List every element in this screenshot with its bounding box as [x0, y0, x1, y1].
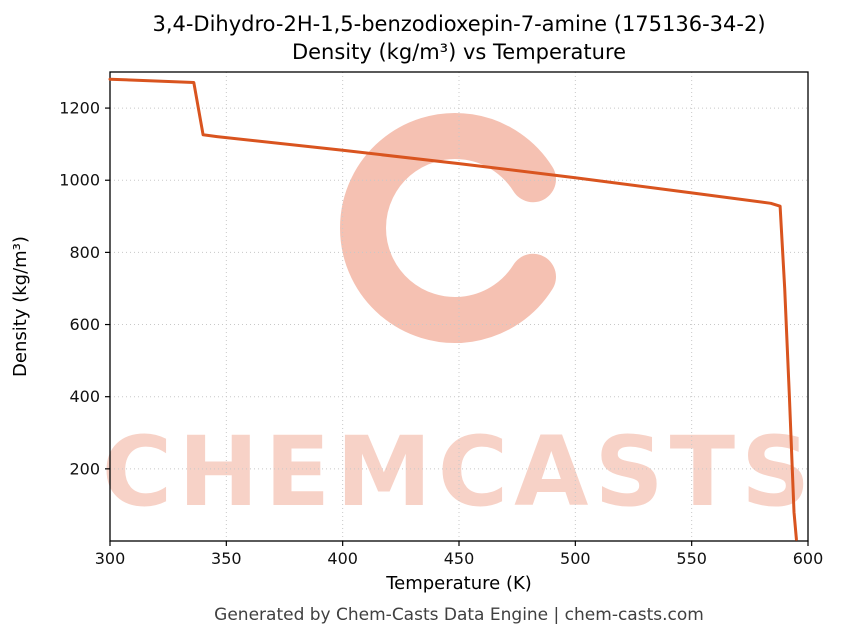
y-tick-label: 1200 — [59, 99, 100, 118]
footer-caption: Generated by Chem-Casts Data Engine | ch… — [214, 605, 704, 625]
y-axis-label: Density (kg/m³) — [10, 236, 31, 377]
chart-title: 3,4-Dihydro-2H-1,5-benzodioxepin-7-amine… — [152, 12, 766, 36]
y-tick-label: 1000 — [59, 171, 100, 190]
y-tick-label: 800 — [69, 243, 100, 262]
chart-subtitle: Density (kg/m³) vs Temperature — [291, 40, 627, 64]
grid-lines — [109, 72, 809, 541]
chart-title-block: 3,4-Dihydro-2H-1,5-benzodioxepin-7-amine… — [75, 10, 843, 66]
x-tick-label: 350 — [211, 549, 242, 568]
tick-marks — [105, 107, 809, 546]
y-tick-label: 400 — [69, 387, 100, 406]
x-tick-label: 600 — [793, 549, 824, 568]
watermark-logo-icon — [340, 113, 556, 343]
x-axis-label: Temperature (K) — [385, 573, 532, 594]
y-tick-label: 600 — [69, 315, 100, 334]
x-tick-label: 500 — [560, 549, 591, 568]
tick-labels: 300 350 400 450 500 550 600 200 400 600 800 1000 120… — [59, 99, 823, 568]
x-tick-label: 550 — [676, 549, 707, 568]
y-tick-label: 200 — [69, 459, 100, 478]
x-tick-label: 300 — [95, 549, 126, 568]
x-tick-label: 450 — [444, 549, 475, 568]
x-tick-label: 400 — [327, 549, 358, 568]
density-line-series — [108, 77, 798, 541]
